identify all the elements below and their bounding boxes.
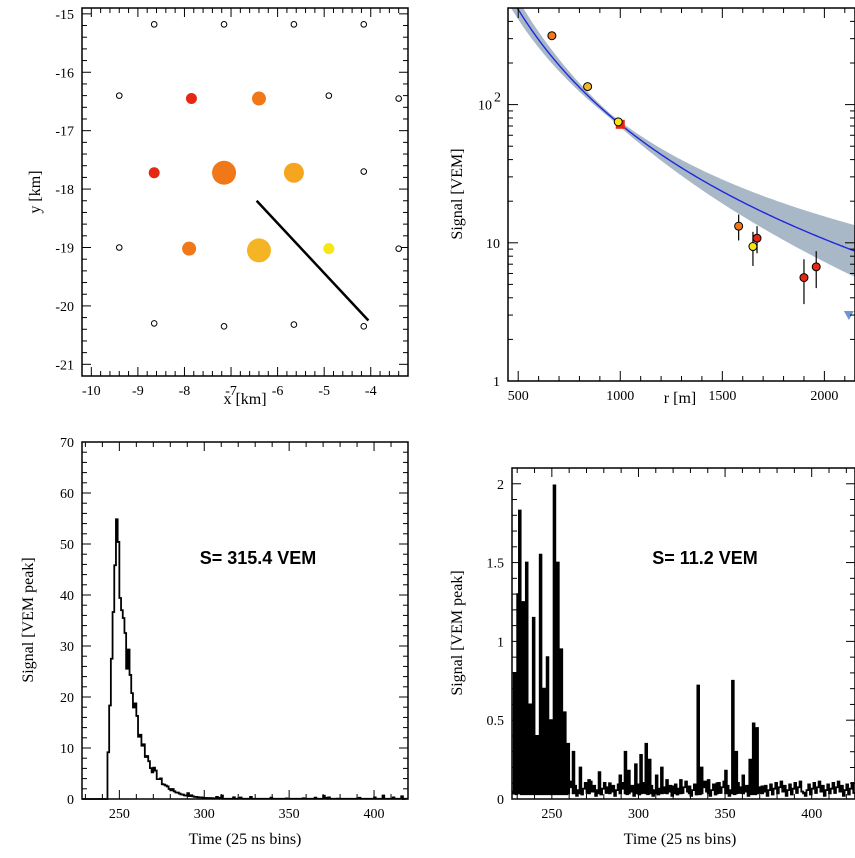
station-signal-point bbox=[613, 117, 623, 127]
triggered-station bbox=[246, 238, 271, 263]
x-tick-label: -9 bbox=[132, 384, 144, 399]
triggered-station bbox=[251, 91, 266, 106]
y-tick-label: 10 bbox=[478, 99, 492, 114]
triggered-station bbox=[148, 167, 160, 179]
signal-annotation: S= 11.2 VEM bbox=[652, 548, 758, 568]
x-tick-label: 400 bbox=[364, 807, 385, 822]
triggered-station bbox=[283, 162, 304, 183]
silent-station bbox=[395, 245, 402, 252]
triggered-station bbox=[323, 243, 335, 255]
x-tick-label: -5 bbox=[318, 384, 330, 399]
silent-station bbox=[150, 21, 158, 28]
station-map-panel: -10 -9 -8 -7 -6 -5 -4 -15 -16 -17 -18 -19 -20 -21 x [k… bbox=[27, 7, 409, 408]
silent-station bbox=[290, 321, 298, 328]
silent-station bbox=[360, 21, 368, 28]
y-tick-label: -19 bbox=[55, 241, 74, 256]
x-tick-label: 1500 bbox=[708, 389, 736, 404]
y-tick-label: 50 bbox=[60, 538, 74, 553]
map-frame bbox=[81, 7, 409, 377]
trace-panel-high-signal: 250 300 350 400 0 10 20 30 40 50 60 70 S= 315.4 VEM T… bbox=[20, 436, 409, 848]
x-tick-label: 400 bbox=[801, 807, 822, 822]
x-axis-label: Time (25 ns bins) bbox=[624, 831, 737, 848]
plot-area bbox=[510, 8, 855, 321]
x-tick-label: 300 bbox=[194, 807, 215, 822]
y-tick-label: 0 bbox=[497, 793, 504, 808]
x-tick-label: -8 bbox=[179, 384, 191, 399]
y-tick-label: 1 bbox=[493, 375, 500, 390]
x-axis-label: x [km] bbox=[223, 391, 266, 408]
x-tick-label: 250 bbox=[541, 807, 562, 822]
silent-station bbox=[360, 168, 368, 175]
station-signal-point bbox=[799, 273, 809, 283]
silent-station bbox=[150, 320, 158, 327]
station-signal-point bbox=[583, 82, 593, 92]
x-tick-label: -10 bbox=[82, 384, 101, 399]
fit-uncertainty-band bbox=[510, 8, 855, 278]
y-tick-label: 10 bbox=[60, 742, 74, 757]
x-axis-label: r [m] bbox=[664, 390, 696, 407]
y-tick-label: -21 bbox=[55, 358, 74, 373]
y-tick-label: 30 bbox=[60, 640, 74, 655]
triggered-station bbox=[185, 93, 197, 105]
triggered-station bbox=[182, 241, 197, 256]
y-tick-label: 60 bbox=[60, 487, 74, 502]
y-tick-label: -15 bbox=[55, 8, 74, 23]
y-tick-label-exponent: 2 bbox=[494, 91, 501, 106]
y-tick-label: -18 bbox=[55, 183, 74, 198]
silent-station bbox=[290, 21, 298, 28]
trace-panel-low-signal: 250 300 350 400 0 0.5 1 1.5 2 S= 11.2 VEM Time (25… bbox=[449, 467, 855, 848]
station-signal-point bbox=[547, 31, 557, 41]
station-signal-point bbox=[811, 262, 821, 272]
station-signal-point bbox=[734, 221, 744, 231]
ldf-fit-line bbox=[516, 8, 855, 252]
x-tick-label: 500 bbox=[508, 389, 529, 404]
x-tick-label: 300 bbox=[628, 807, 649, 822]
trace-frame bbox=[81, 441, 409, 800]
triggered-station bbox=[212, 160, 237, 185]
y-axis-label: y [km] bbox=[27, 170, 44, 213]
silent-station bbox=[360, 323, 368, 330]
x-tick-label: 1000 bbox=[606, 389, 634, 404]
x-axis-label: Time (25 ns bins) bbox=[189, 831, 302, 848]
signal-trace-histogram bbox=[511, 484, 855, 797]
silent-station bbox=[395, 95, 402, 102]
x-tick-label: -4 bbox=[365, 384, 377, 399]
silent-station bbox=[115, 92, 123, 99]
x-tick-label: 350 bbox=[715, 807, 736, 822]
x-tick-label: -6 bbox=[272, 384, 284, 399]
y-tick-label: -20 bbox=[55, 300, 74, 315]
upper-limit-marker bbox=[843, 311, 854, 321]
y-tick-label: 70 bbox=[60, 436, 74, 451]
x-tick-label: -7 bbox=[225, 384, 237, 399]
silent-station bbox=[220, 323, 228, 330]
signal-annotation: S= 315.4 VEM bbox=[200, 548, 317, 568]
x-tick-label: 250 bbox=[109, 807, 130, 822]
y-tick-label: 1.5 bbox=[487, 557, 505, 572]
y-axis-label: Signal [VEM] bbox=[449, 148, 466, 239]
x-tick-label: 350 bbox=[279, 807, 300, 822]
y-tick-label: 10 bbox=[486, 237, 500, 252]
silent-station bbox=[220, 21, 228, 28]
silent-station bbox=[325, 92, 333, 99]
y-axis-label: Signal [VEM peak] bbox=[449, 570, 466, 695]
y-axis-label: Signal [VEM peak] bbox=[20, 557, 37, 682]
y-tick-label: 0 bbox=[67, 793, 74, 808]
y-tick-label: 2 bbox=[497, 478, 504, 493]
silent-station bbox=[115, 244, 123, 251]
station-signal-point bbox=[748, 242, 758, 252]
shower-axis-line bbox=[255, 199, 370, 322]
y-tick-label: 0.5 bbox=[487, 714, 505, 729]
station-signal-point bbox=[752, 233, 762, 243]
y-tick-label: 1 bbox=[497, 635, 504, 650]
y-tick-label: 40 bbox=[60, 589, 74, 604]
x-tick-label: 2000 bbox=[810, 389, 838, 404]
trace-frame bbox=[511, 467, 855, 800]
y-tick-label: 20 bbox=[60, 691, 74, 706]
y-tick-label: -17 bbox=[55, 125, 74, 140]
y-tick-label: -16 bbox=[55, 66, 74, 81]
